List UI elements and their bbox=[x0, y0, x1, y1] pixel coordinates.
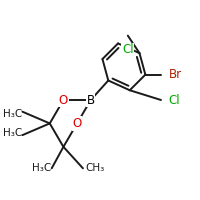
Text: CH₃: CH₃ bbox=[85, 163, 104, 173]
Text: O: O bbox=[72, 117, 82, 130]
Text: O: O bbox=[59, 94, 68, 106]
Text: H₃C: H₃C bbox=[32, 163, 52, 173]
Text: Cl: Cl bbox=[122, 43, 134, 56]
Text: Br: Br bbox=[169, 68, 182, 81]
Text: H₃C: H₃C bbox=[3, 128, 22, 138]
Text: H₃C: H₃C bbox=[3, 109, 22, 119]
Text: Cl: Cl bbox=[169, 94, 180, 106]
Text: B: B bbox=[87, 94, 95, 106]
